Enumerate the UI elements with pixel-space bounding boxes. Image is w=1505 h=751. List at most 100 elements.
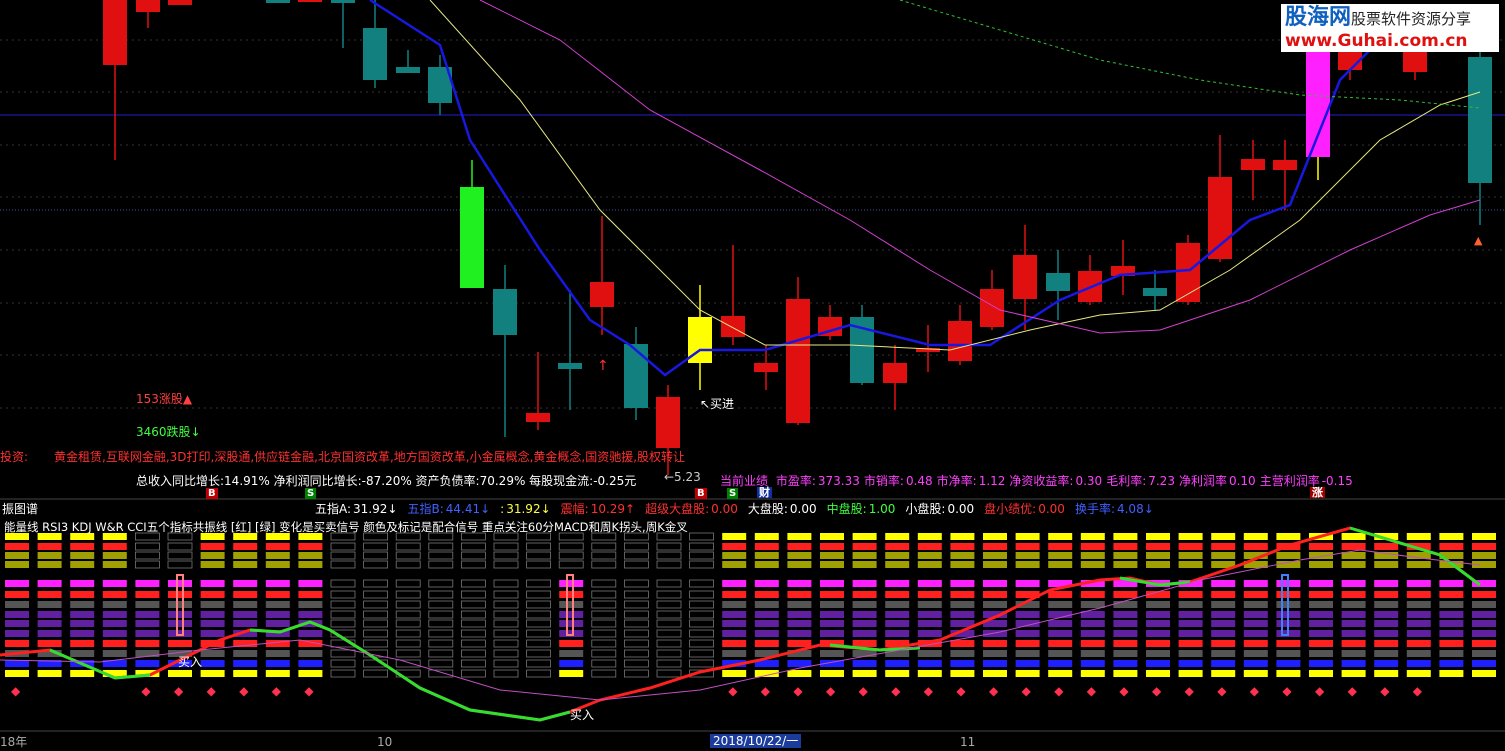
concept-list: 黄金租赁,互联网金融,3D打印,深股通,供应链金融,北京国资改革,地方国资改革,… [54, 450, 686, 464]
candle-body [1241, 159, 1265, 170]
signal-cell [885, 601, 910, 608]
signal-cell [395, 610, 421, 619]
signal-cell [460, 590, 486, 599]
signal-cell [885, 543, 910, 550]
signal-cell [460, 579, 486, 588]
signal-cell [820, 630, 844, 637]
signal-cell [820, 591, 844, 598]
metric-label: 市销率: [863, 474, 904, 488]
signal-cell [460, 629, 486, 638]
metric-label: 毛利率: [1106, 474, 1147, 488]
candle-body [1273, 160, 1297, 170]
signal-cell [1048, 630, 1073, 637]
candle-body [590, 282, 614, 307]
signal-cell [265, 561, 290, 568]
signal-cell [1146, 640, 1170, 647]
signal-cell [950, 601, 975, 608]
metric-value: 0.48 [905, 474, 933, 488]
signal-cell [363, 619, 389, 628]
metric-label: 市净率: [936, 474, 977, 488]
signal-cell [624, 542, 649, 551]
signal-cell [591, 649, 617, 658]
signal-cell [493, 619, 519, 628]
signal-cell [1178, 611, 1203, 618]
signal-cell [1080, 620, 1105, 627]
signal-cell [1243, 533, 1268, 540]
signal-cell [102, 601, 127, 608]
signal-cell [1309, 620, 1333, 627]
signal-cell [526, 590, 551, 599]
signal-cell [950, 580, 975, 587]
signal-cell [983, 580, 1007, 587]
signal-line [0, 549, 1481, 701]
signal-cell [70, 533, 95, 540]
signal-cell [1341, 543, 1366, 550]
signal-cell [852, 543, 877, 550]
buy-annotation: ↖买进 [700, 397, 735, 411]
signal-cell [5, 543, 29, 550]
signal-cell [70, 580, 95, 587]
signal-cell [754, 591, 779, 598]
signal-cell [200, 650, 225, 657]
signal-cell [265, 620, 290, 627]
signal-cell [1309, 611, 1333, 618]
watermark: 股海网 股票软件资源分享 www.Guhai.com.cn [1281, 4, 1499, 52]
signal-cell [950, 552, 975, 559]
signal-cell [1113, 660, 1138, 667]
signal-cell [37, 620, 62, 627]
signal-cell [558, 560, 584, 569]
signal-cell [70, 630, 95, 637]
signal-cell [1211, 561, 1236, 568]
diamond-icon: ◆ [728, 684, 738, 698]
signal-cell [37, 601, 62, 608]
stat-label: : [500, 502, 505, 516]
signal-cell [460, 669, 486, 678]
signal-cell [1374, 670, 1399, 677]
signal-cell [168, 611, 192, 618]
signal-cell [200, 611, 225, 618]
stat-value: 31.92↓ [506, 502, 551, 516]
signal-cell [493, 551, 519, 560]
signal-cell [787, 601, 812, 608]
signal-cell [233, 533, 258, 540]
signal-cell [200, 552, 225, 559]
signal-cell [37, 611, 62, 618]
signal-cell [168, 591, 192, 598]
signal-cell [200, 670, 225, 677]
signal-cell [689, 542, 714, 551]
signal-cell [70, 601, 95, 608]
diamond-icon: ◆ [1119, 684, 1129, 698]
signal-cell [526, 639, 551, 648]
signal-cell [820, 543, 844, 550]
signal-cell [983, 650, 1007, 657]
signal-cell [233, 552, 258, 559]
signal-cell [754, 543, 779, 550]
signal-cell [787, 630, 812, 637]
stat-label: 五指B: [407, 502, 444, 516]
signal-cell [298, 630, 323, 637]
signal-cell [1406, 640, 1431, 647]
signal-cell [1309, 630, 1333, 637]
marker: B [695, 488, 707, 499]
signal-cell [102, 611, 127, 618]
stat-value: 1.00 [868, 502, 896, 516]
metric-value: 373.33 [817, 474, 860, 488]
signal-cell [787, 543, 812, 550]
signal-cell [983, 591, 1007, 598]
stat-value: 0.00 [1038, 502, 1065, 516]
signal-cell [917, 650, 942, 657]
signal-cell [37, 640, 62, 647]
signal-cell [395, 551, 421, 560]
stat-label: 超级大盘股: [645, 502, 710, 516]
signal-cell [1211, 552, 1236, 559]
signal-cell [624, 551, 649, 560]
signal-cell [591, 579, 617, 588]
signal-cell [754, 670, 779, 677]
signal-cell [233, 640, 258, 647]
signal-cell [1080, 630, 1105, 637]
signal-cell [1439, 591, 1464, 598]
signal-cell [1080, 591, 1105, 598]
signal-cell [1276, 650, 1301, 657]
signal-cell [1243, 630, 1268, 637]
signal-cell [134, 560, 160, 569]
